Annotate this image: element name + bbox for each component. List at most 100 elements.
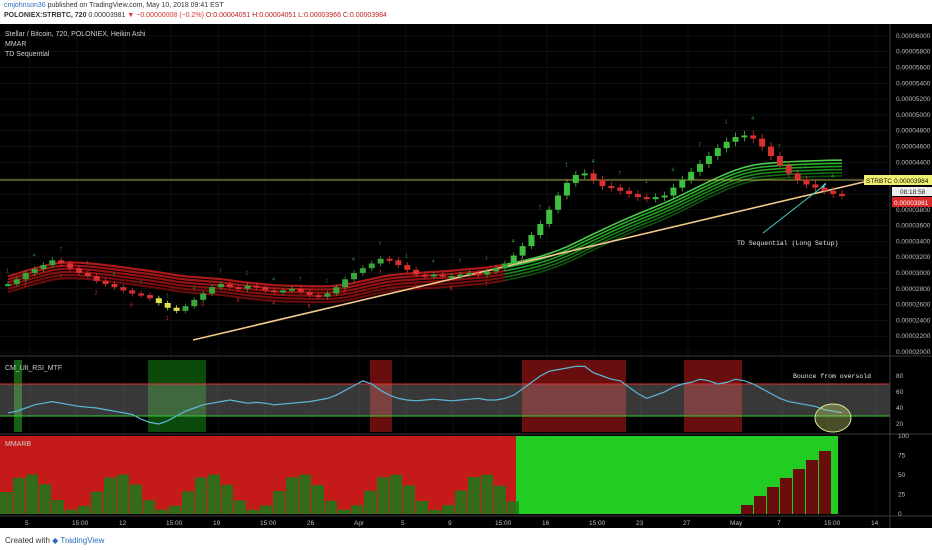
candle	[244, 285, 251, 289]
mmarb-block	[130, 484, 142, 514]
symbol-line: POLONIEX:STRBTC, 720 0.00003981 ▼ −0.000…	[4, 12, 387, 20]
candle	[13, 279, 20, 285]
candle	[342, 279, 349, 288]
candle	[812, 184, 819, 188]
candle	[697, 163, 704, 172]
candle	[138, 293, 145, 296]
td-count: 4	[272, 277, 275, 283]
candle	[359, 268, 366, 273]
trend-line[interactable]	[192, 180, 869, 341]
candle	[617, 187, 624, 191]
candle	[785, 165, 792, 174]
oversold-zone	[148, 360, 206, 432]
candle	[102, 280, 109, 285]
mmarb-block	[767, 487, 779, 514]
candle	[146, 295, 153, 299]
candle	[40, 265, 47, 270]
mmarb-block	[364, 490, 376, 514]
td-annotation[interactable]: TD Sequential (Long Setup)	[737, 240, 838, 247]
candle	[191, 299, 198, 307]
td-count: 1	[645, 179, 648, 185]
td-count: 1	[6, 269, 9, 275]
mmarb-block	[143, 500, 155, 514]
candle	[430, 274, 437, 277]
rsi-title[interactable]: CM_Ult_RSI_MTF	[5, 365, 62, 372]
td-sequential-marks: 1 3 4 7 7 1 2 4 6 7 1 1 4 5 7 9 1 4 4 7 8 1 3 4 7 7 1 2 4 6 7 1 1 4 5 7 1 4 7 1…	[6, 116, 834, 322]
mmarb-block	[494, 485, 506, 514]
countdown-value: 08:18:58	[900, 189, 926, 196]
candle	[484, 271, 491, 275]
td-count: 4	[671, 168, 674, 174]
mmarb-title[interactable]: MMARB	[5, 441, 31, 448]
countdown-tag	[892, 187, 932, 196]
mmarb-block	[260, 505, 272, 514]
candle	[705, 156, 712, 164]
candle	[324, 293, 331, 297]
td-count: 7	[379, 242, 382, 248]
chart-canvas[interactable]: 1347712467114579144781347712467114571471…	[0, 24, 932, 528]
candle	[315, 295, 322, 298]
candle	[537, 223, 544, 236]
time-tick-label: 15:00	[166, 520, 183, 527]
rsi-annotation[interactable]: Bounce from oversold	[793, 373, 871, 380]
mmarb-block	[234, 500, 246, 514]
time-tick-label: 15:00	[72, 520, 89, 527]
td-count: 1	[325, 279, 328, 285]
time-tick-label: 9	[448, 520, 452, 527]
candle	[581, 173, 588, 176]
annotation-arrow	[762, 183, 827, 234]
author-link[interactable]: cmjohnson36	[4, 2, 46, 9]
mmarb-block	[117, 474, 129, 514]
last-price: 0.00003981	[88, 12, 126, 19]
td-count: 4	[751, 116, 754, 122]
candle	[768, 146, 775, 157]
candle	[590, 173, 597, 180]
price-tick-label: 0.00005600	[896, 65, 931, 72]
mmarb-block	[754, 496, 766, 514]
ribbon-line-bull	[504, 172, 843, 278]
mmarb-tick-label: 100	[898, 433, 909, 440]
candle	[84, 272, 91, 277]
tradingview-link[interactable]: ◆ TradingView	[52, 536, 105, 545]
overbought-zone	[522, 360, 626, 432]
legend-td-sequential[interactable]: TD Sequential	[5, 51, 50, 58]
td-count: 4	[272, 301, 275, 307]
mmarb-block	[104, 477, 116, 514]
candle	[510, 255, 517, 264]
mmarb-block	[377, 477, 389, 514]
candle	[200, 293, 207, 300]
candle	[351, 272, 358, 280]
time-tick-label: 12	[119, 520, 127, 527]
price-tick-label: 0.00003000	[896, 270, 931, 277]
candle	[555, 195, 562, 210]
price-tick-label: 0.00004400	[896, 159, 931, 166]
mmarb-block	[455, 490, 467, 514]
price-tick-label: 0.00003200	[896, 254, 931, 261]
symbol-label: POLONIEX:STRBTC, 720	[4, 12, 87, 19]
candle	[466, 272, 473, 275]
candle	[288, 288, 295, 291]
mmarb-block	[169, 505, 181, 514]
candle	[714, 148, 721, 157]
legend-mmar[interactable]: MMAR	[5, 41, 26, 48]
legend-title: Stellar / Bitcoin, 720, POLONIEX, Heikin…	[5, 31, 146, 38]
time-tick-label: 26	[307, 520, 315, 527]
mmarb-block	[52, 499, 64, 514]
oversold-zone	[14, 360, 22, 432]
price-tag	[892, 175, 932, 185]
mmarb-block	[208, 474, 220, 514]
candles	[5, 130, 845, 314]
mmarb-block	[442, 505, 454, 514]
candle	[643, 197, 650, 200]
mmarb-block	[741, 505, 753, 514]
price-change: ▼ −0.00000008 (−0.2%)	[127, 12, 204, 19]
mmarb-block	[182, 491, 194, 514]
candle	[58, 260, 65, 264]
td-count: 5	[201, 303, 204, 309]
rsi-tick-label: 40	[896, 405, 904, 412]
candle	[732, 137, 739, 142]
ribbon-line-bear	[7, 277, 506, 304]
candle	[626, 190, 633, 194]
time-axis[interactable]: 5 15:00 12 15:00 19 15:00 26 Apr 5 9 15:00 16 15:00 2…	[25, 520, 879, 527]
